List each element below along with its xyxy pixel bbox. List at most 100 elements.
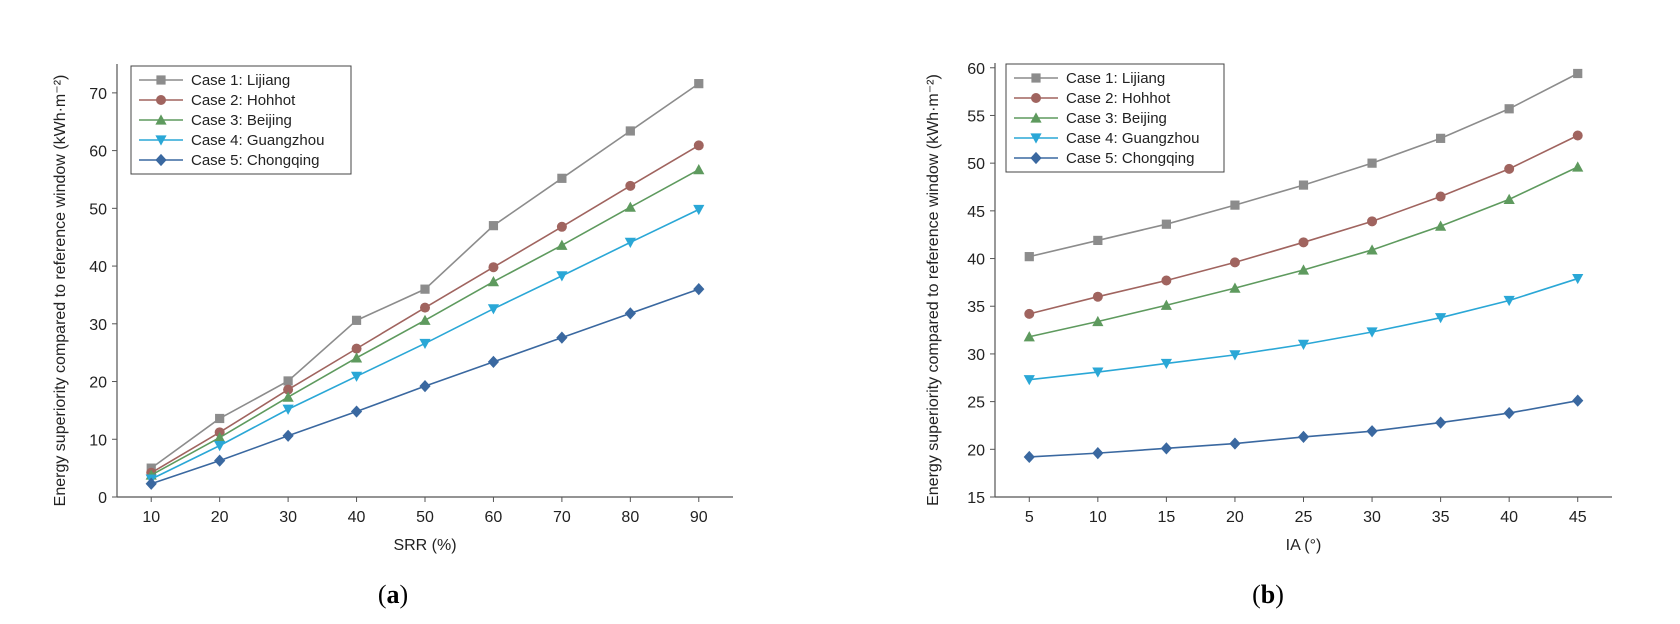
x-tick-label: 15 <box>1157 509 1175 526</box>
data-point <box>1023 331 1035 342</box>
data-point <box>1298 237 1309 248</box>
y-tick-label: 30 <box>967 347 985 364</box>
x-tick-label: 50 <box>416 509 434 526</box>
data-point <box>1572 394 1584 407</box>
data-point <box>283 384 294 395</box>
y-tick-label: 20 <box>967 442 985 459</box>
y-tick-label: 35 <box>967 299 985 316</box>
legend-label: Case 3: Beijing <box>1066 110 1167 127</box>
y-tick-label: 60 <box>967 61 985 78</box>
x-tick-label: 40 <box>1500 509 1518 526</box>
data-point <box>1023 375 1035 386</box>
x-tick-label: 20 <box>211 509 229 526</box>
data-point <box>1092 367 1104 378</box>
y-tick-label: 45 <box>967 204 985 221</box>
data-point <box>283 376 293 386</box>
y-tick-label: 0 <box>98 490 107 507</box>
data-point <box>1093 235 1103 246</box>
data-point <box>1297 264 1310 275</box>
series-3 <box>145 164 705 480</box>
data-point <box>1435 191 1446 202</box>
y-tick-label: 55 <box>967 108 985 125</box>
data-point <box>215 413 225 424</box>
legend-label: Case 4: Guangzhou <box>1066 130 1199 147</box>
legend: Case 1: Lijiang Case 2: Hohhot Case 3: Bei… <box>1005 63 1225 173</box>
data-point <box>693 204 705 216</box>
series-5 <box>1023 394 1584 464</box>
data-point <box>625 180 636 191</box>
data-point <box>624 201 636 212</box>
legend-marker <box>1030 112 1042 123</box>
y-tick-label: 20 <box>89 375 107 392</box>
legend-label: Case 5: Chongqing <box>191 152 319 169</box>
y-tick-label: 50 <box>967 156 985 173</box>
chart-panel-a: 0 10 20 30 40 50 60 70 10 20 30 40 50 60 70 80 90 SRR (%)… <box>52 64 733 609</box>
data-point <box>488 262 499 273</box>
legend-marker <box>1030 151 1042 165</box>
data-point <box>693 164 705 175</box>
data-point <box>556 239 568 250</box>
data-point <box>1366 425 1378 438</box>
data-point <box>557 173 567 183</box>
data-point <box>1023 450 1035 464</box>
data-point <box>1092 447 1104 460</box>
data-point <box>419 380 431 393</box>
y-tick-label: 50 <box>89 201 107 218</box>
data-point <box>351 315 362 325</box>
data-point <box>419 314 431 325</box>
series-5 <box>145 283 705 490</box>
legend-label: Case 4: Guangzhou <box>191 132 324 149</box>
y-tick-label: 60 <box>89 144 107 161</box>
data-point <box>1298 180 1309 190</box>
data-point <box>1161 219 1171 229</box>
legend-marker <box>155 153 167 167</box>
series-3 <box>1023 161 1584 342</box>
y-tick-label: 30 <box>89 317 107 334</box>
data-point <box>487 276 500 287</box>
data-point <box>1572 130 1583 141</box>
x-tick-label: 45 <box>1569 509 1587 526</box>
data-point <box>1160 442 1172 455</box>
series-line <box>1029 399 1578 458</box>
data-point <box>145 477 157 490</box>
data-point <box>214 441 226 452</box>
data-point <box>1503 406 1515 420</box>
data-point <box>1436 133 1446 143</box>
data-point <box>1366 327 1378 338</box>
data-point <box>350 405 363 418</box>
legend-label: Case 3: Beijing <box>191 112 292 129</box>
data-point <box>1503 193 1515 204</box>
legend-marker <box>1030 133 1042 144</box>
legend-marker <box>155 114 167 125</box>
data-point <box>1435 416 1447 429</box>
data-point <box>1160 299 1172 310</box>
y-tick-label: 40 <box>967 252 985 269</box>
data-point <box>350 352 363 363</box>
chart-panel-b: 15 20 25 30 35 40 45 50 55 60 5 10 15 20 25 30 35 40 45 IA … <box>925 61 1612 609</box>
x-tick-label: 70 <box>553 509 571 526</box>
series-4 <box>145 204 705 485</box>
data-point <box>1229 437 1241 450</box>
x-tick-label: 25 <box>1295 509 1313 526</box>
y-tick-label: 40 <box>89 259 107 276</box>
data-point <box>487 304 500 315</box>
data-point <box>1503 295 1515 307</box>
x-axis-label: SRR (%) <box>393 537 456 554</box>
data-point <box>282 391 294 402</box>
data-point <box>420 302 430 313</box>
y-tick-label: 25 <box>967 395 985 412</box>
legend-label: Case 1: Lijiang <box>1066 70 1165 87</box>
data-point <box>282 429 294 442</box>
data-point <box>1367 158 1377 168</box>
data-point <box>420 284 430 294</box>
data-point <box>419 338 431 350</box>
data-point <box>351 343 362 354</box>
legend-marker <box>155 135 167 146</box>
data-point <box>1092 315 1104 327</box>
data-point <box>1504 104 1514 114</box>
y-tick-label: 15 <box>967 490 985 507</box>
data-point <box>1092 291 1103 302</box>
panel-label: (b) <box>1252 580 1284 609</box>
data-point <box>1160 358 1172 370</box>
